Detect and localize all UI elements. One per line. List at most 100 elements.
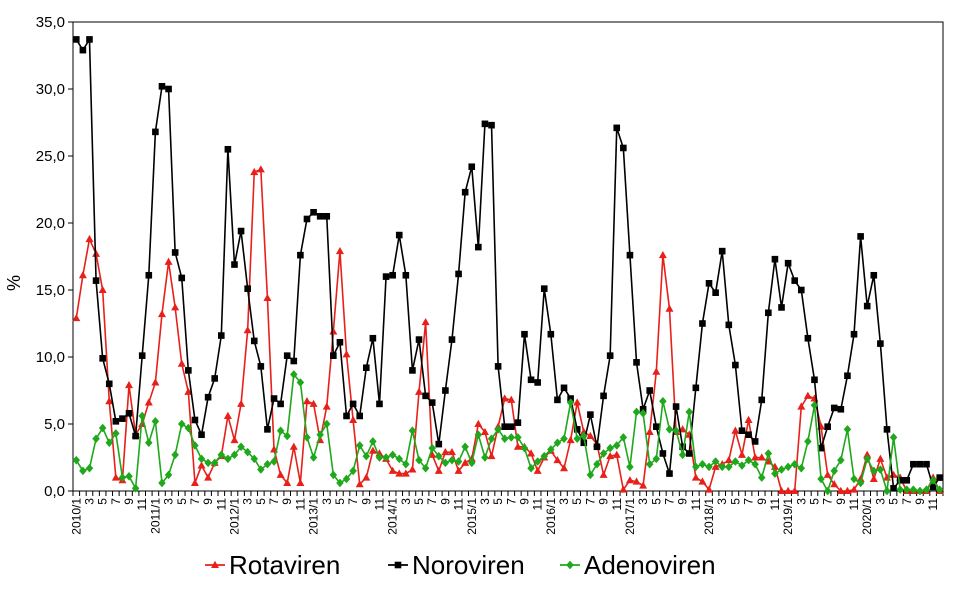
legend: Rotaviren Noroviren Adenoviren xyxy=(205,550,716,580)
adenoviren-point xyxy=(448,455,456,465)
x-tick-label: 3 xyxy=(82,498,96,505)
y-tick-label: 5,0 xyxy=(44,416,65,433)
adenoviren-point xyxy=(527,463,535,473)
noroviren-point xyxy=(92,277,100,284)
adenoviren-point xyxy=(757,473,766,482)
x-tick-label: 5 xyxy=(649,498,663,505)
rotaviren-point xyxy=(876,454,885,462)
x-tick-label: 7 xyxy=(267,498,281,505)
x-tick-label: 9 xyxy=(438,498,452,505)
noroviren-point xyxy=(415,336,423,343)
rotaviren-point xyxy=(415,387,424,395)
noroviren-point xyxy=(152,128,159,136)
x-tick-label: 3 xyxy=(636,498,650,505)
legend-marker-rotaviren-point xyxy=(211,560,219,568)
adenoviren-point xyxy=(751,459,759,469)
x-tick-label: 9 xyxy=(913,498,927,505)
adenoviren-point xyxy=(276,426,285,436)
noroviren-point xyxy=(857,233,864,240)
rotaviren-point xyxy=(560,464,569,472)
noroviren-point xyxy=(771,255,779,263)
adenoviren-point xyxy=(520,443,529,453)
rotaviren-point xyxy=(395,469,404,477)
x-tick-label: 3 xyxy=(715,498,729,505)
noroviren-point xyxy=(758,396,766,404)
rotaviren-point xyxy=(751,453,760,461)
adenoviren-point xyxy=(547,445,555,454)
x-tick-label: 7 xyxy=(742,498,756,505)
adenoviren-point xyxy=(619,433,628,442)
noroviren-point xyxy=(362,364,370,372)
adenoviren-point xyxy=(243,447,252,457)
noroviren-point xyxy=(620,144,627,152)
x-tick-label: 2013/1 xyxy=(307,498,321,535)
rotaviren-point xyxy=(72,313,81,322)
x-tick-label: 11 xyxy=(926,498,940,511)
adenoviren-point xyxy=(876,465,885,474)
adenoviren-point xyxy=(171,450,179,460)
x-tick-label: 2016/1 xyxy=(544,498,558,535)
y-tick-label: 20,0 xyxy=(36,215,65,232)
noroviren-point xyxy=(784,259,792,267)
adenoviren-point xyxy=(342,474,351,484)
y-tick-label: 10,0 xyxy=(36,349,65,366)
adenoviren-point xyxy=(705,462,713,472)
noroviren-point xyxy=(507,423,515,430)
noroviren-point xyxy=(936,474,944,481)
adenoviren-point xyxy=(355,441,364,450)
x-tick-label: 7 xyxy=(504,498,518,505)
noroviren-point xyxy=(264,426,271,433)
adenoviren-point xyxy=(270,457,278,466)
adenoviren-point xyxy=(402,459,410,469)
rotaviren-point xyxy=(441,447,450,456)
noroviren-point xyxy=(316,213,324,220)
noroviren-point xyxy=(923,460,930,468)
rotaviren-point xyxy=(342,350,351,358)
noroviren-point xyxy=(435,440,443,448)
noroviren-point xyxy=(870,271,878,279)
noroviren-point xyxy=(303,215,311,223)
noroviren-point xyxy=(125,409,133,417)
rotaviren-point xyxy=(803,391,812,399)
rotaviren-point xyxy=(85,234,94,243)
rotaviren-point xyxy=(863,450,872,458)
noroviren-point xyxy=(705,280,713,287)
noroviren-point xyxy=(119,415,126,422)
rotaviren-point xyxy=(744,415,753,423)
adenoviren-point xyxy=(777,465,786,474)
noroviren-point xyxy=(606,352,614,359)
noroviren-point xyxy=(633,359,640,366)
adenoviren-point xyxy=(257,465,265,474)
adenoviren-point xyxy=(144,438,153,448)
adenoviren-point xyxy=(434,451,443,461)
noroviren-point xyxy=(217,332,225,339)
noroviren-point xyxy=(204,393,212,401)
noroviren-point xyxy=(448,336,456,343)
adenoviren-point xyxy=(711,457,720,466)
noroviren-point xyxy=(455,270,462,278)
noroviren-point xyxy=(402,271,410,279)
adenoviren-point xyxy=(395,454,404,464)
rotaviren-point xyxy=(573,398,582,406)
noroviren-point xyxy=(765,309,772,317)
noroviren-point xyxy=(409,367,416,374)
adenoviren-point xyxy=(566,398,575,407)
adenoviren-point xyxy=(573,434,582,444)
adenoviren-point xyxy=(289,370,298,379)
rotaviren-point xyxy=(527,449,536,457)
rotaviren-point xyxy=(731,426,740,434)
x-tick-label: 5 xyxy=(96,498,110,505)
rotaviren-point xyxy=(434,466,443,474)
adenoviren-point xyxy=(902,485,911,495)
x-tick-label: 11 xyxy=(372,498,386,511)
adenoviren-point xyxy=(922,485,931,495)
noroviren-point xyxy=(600,392,607,400)
noroviren-point xyxy=(745,431,752,439)
adenoviren-point xyxy=(474,430,483,440)
rotaviren-point xyxy=(599,470,608,478)
adenoviren-point xyxy=(810,400,819,410)
noroviren-point xyxy=(910,460,917,468)
adenoviren-point xyxy=(303,433,311,442)
rotaviren-point xyxy=(355,480,364,488)
